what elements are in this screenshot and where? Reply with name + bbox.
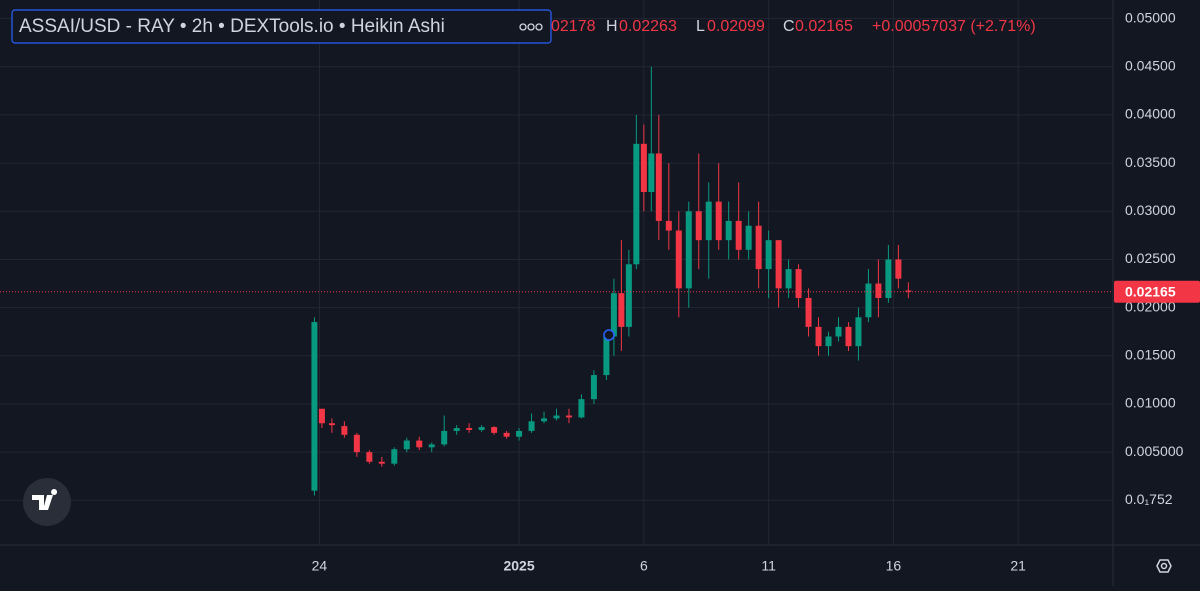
candle-body bbox=[685, 211, 692, 289]
last-price-tag bbox=[1114, 280, 1200, 303]
y-tick-label: 0.03000 bbox=[1125, 202, 1176, 218]
candle-body bbox=[328, 423, 335, 426]
candle-body bbox=[695, 211, 702, 241]
y-tick-label: 0.01000 bbox=[1125, 395, 1176, 411]
candle-body bbox=[491, 427, 498, 433]
candle-body bbox=[815, 326, 822, 347]
candle-body bbox=[541, 418, 548, 422]
symbol-title: ASSAI/USD - RAY • 2h • DEXTools.io • Hei… bbox=[19, 16, 445, 37]
y-tick-label: 0.04500 bbox=[1125, 57, 1176, 73]
legend-key: L bbox=[696, 18, 705, 35]
candle-body bbox=[765, 240, 772, 270]
symbol-box[interactable] bbox=[11, 9, 552, 44]
candle-body bbox=[378, 461, 385, 464]
y-tick-label: 0.04000 bbox=[1125, 106, 1176, 122]
last-price-label: 0.02165 bbox=[1125, 283, 1176, 299]
candle-body bbox=[775, 240, 782, 289]
candle-body bbox=[633, 143, 640, 265]
x-tick-label: 2025 bbox=[503, 558, 534, 574]
candle-body bbox=[610, 293, 617, 337]
candle-body bbox=[885, 259, 892, 298]
legend-open: 02178 bbox=[551, 18, 596, 35]
event-marker[interactable] bbox=[603, 329, 615, 341]
candle-body bbox=[785, 269, 792, 289]
candles bbox=[0, 66, 1113, 496]
x-tick-label: 11 bbox=[761, 558, 776, 574]
candle-body bbox=[553, 415, 560, 419]
candle-body bbox=[805, 297, 812, 327]
legend-low: 0.02099 bbox=[707, 18, 765, 35]
more-icon[interactable] bbox=[519, 23, 543, 31]
candle-body bbox=[865, 283, 872, 318]
candle-body bbox=[665, 220, 672, 231]
candle-body bbox=[835, 326, 842, 337]
candle-body bbox=[618, 293, 625, 327]
candle-body bbox=[625, 264, 632, 327]
x-tick-label: 16 bbox=[886, 558, 902, 574]
candle-body bbox=[478, 427, 485, 430]
candle-body bbox=[825, 336, 832, 347]
legend-key: C bbox=[783, 18, 795, 35]
y-tick-label: 0.005000 bbox=[1125, 443, 1184, 459]
candle-body bbox=[590, 375, 597, 400]
candle-body bbox=[725, 220, 732, 241]
candle-body bbox=[705, 201, 712, 241]
candle-body bbox=[715, 201, 722, 241]
legend-key: H bbox=[606, 18, 618, 35]
x-tick-label: 6 bbox=[640, 558, 648, 574]
candle-body bbox=[565, 415, 572, 418]
y-tick-label: 0.01500 bbox=[1125, 346, 1176, 362]
candle-body bbox=[318, 408, 325, 424]
candle-body bbox=[466, 428, 473, 430]
candle-body bbox=[855, 317, 862, 347]
candle-body bbox=[441, 430, 448, 445]
x-tick-label: 24 bbox=[312, 558, 328, 574]
candle-body bbox=[453, 428, 460, 431]
candle-body bbox=[403, 440, 410, 450]
settings-icon[interactable] bbox=[1156, 559, 1172, 573]
candle-body bbox=[516, 430, 523, 437]
candle-body bbox=[875, 283, 882, 298]
candle-body bbox=[603, 336, 610, 376]
candle-body bbox=[503, 432, 510, 437]
y-tick-label: 0.02500 bbox=[1125, 250, 1176, 266]
candle-body bbox=[366, 452, 373, 462]
candle-body bbox=[341, 426, 348, 435]
candle-body bbox=[675, 230, 682, 289]
candle-body bbox=[311, 322, 318, 491]
candle-body bbox=[648, 153, 655, 193]
candle-body bbox=[735, 220, 742, 250]
candle-body bbox=[795, 269, 802, 298]
candle-body bbox=[655, 153, 662, 221]
x-tick-label: 21 bbox=[1010, 558, 1026, 574]
candle-body bbox=[353, 434, 360, 453]
legend-close: 0.02165 bbox=[795, 18, 853, 35]
candle-body bbox=[578, 399, 585, 418]
tradingview-logo[interactable] bbox=[23, 478, 71, 526]
candle-body bbox=[755, 225, 762, 270]
y-tick-label: 0.0₁752 bbox=[1125, 491, 1173, 507]
y-tick-label: 0.05000 bbox=[1125, 9, 1176, 25]
candle-body bbox=[640, 143, 647, 193]
candle-body bbox=[391, 449, 398, 464]
candle-body bbox=[895, 259, 902, 279]
legend-change: +0.00057037 (+2.71%) bbox=[872, 18, 1036, 35]
y-tick-label: 0.03500 bbox=[1125, 154, 1176, 170]
candle-body bbox=[745, 225, 752, 250]
candle-body bbox=[905, 290, 912, 292]
legend-high: 0.02263 bbox=[619, 18, 677, 35]
candle-body bbox=[416, 440, 423, 448]
candle-body bbox=[528, 421, 535, 431]
candle-body bbox=[428, 444, 435, 448]
candle-body bbox=[845, 326, 852, 347]
axes: 0.0₁7520.0050000.010000.015000.020000.02… bbox=[312, 9, 1200, 574]
